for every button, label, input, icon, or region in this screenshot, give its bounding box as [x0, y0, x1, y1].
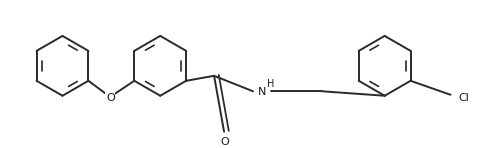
Text: O: O [220, 137, 230, 147]
Text: O: O [106, 93, 114, 103]
Text: N: N [258, 87, 266, 97]
Text: H: H [267, 79, 274, 89]
Text: Cl: Cl [458, 93, 469, 103]
